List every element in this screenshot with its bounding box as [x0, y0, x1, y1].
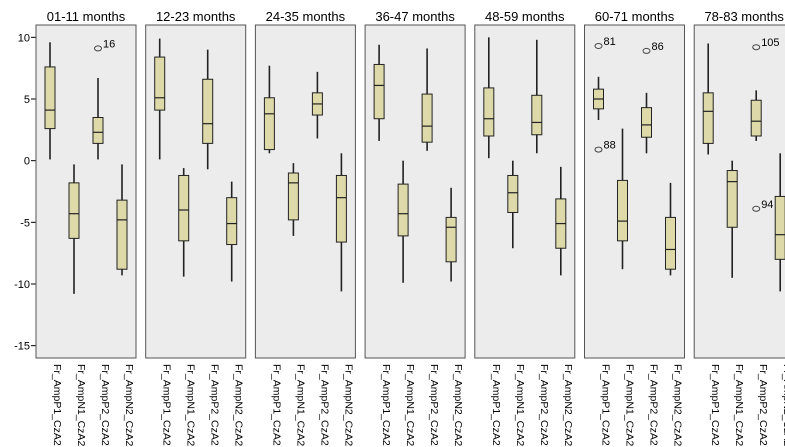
x-tick-label: Fr_AmpN2_CzA2	[342, 364, 354, 446]
outlier-point	[752, 205, 761, 212]
box	[116, 199, 128, 270]
panel-title: 78-83 months	[704, 9, 784, 24]
x-tick-label: Fr_AmpP2_CzA2	[209, 364, 221, 446]
panel-background	[693, 24, 785, 359]
x-tick-label: Fr_AmpP1_CzA2	[51, 364, 63, 446]
x-tick-label: Fr_AmpN2_CzA2	[123, 364, 135, 446]
x-tick-label: Fr_AmpP2_CzA2	[99, 364, 111, 446]
x-tick-label: Fr_AmpN2_CzA2	[562, 364, 574, 446]
x-tick-label: Fr_AmpN2_CzA2	[452, 364, 464, 446]
x-tick-label: Fr_AmpP1_CzA2	[380, 364, 392, 446]
y-tick-label: -5	[20, 217, 30, 229]
box	[68, 182, 80, 239]
x-tick-label: Fr_AmpN1_CzA2	[733, 364, 745, 446]
outlier-point	[752, 44, 761, 51]
panel-title: 60-71 months	[595, 9, 675, 24]
outlier-point	[642, 47, 651, 54]
panel-title: 24-35 months	[266, 9, 346, 24]
x-tick-label: Fr_AmpN1_CzA2	[404, 364, 416, 446]
y-tick-label: -10	[14, 279, 30, 291]
box	[154, 56, 166, 111]
box	[774, 195, 785, 260]
box	[445, 216, 457, 263]
x-tick-label: Fr_AmpN2_CzA2	[672, 364, 684, 446]
panel-background	[474, 24, 576, 359]
outlier-point	[594, 146, 603, 153]
y-tick-label: 5	[24, 94, 30, 106]
outlier-label: 94	[761, 199, 773, 211]
box	[287, 172, 299, 221]
x-tick-label: Fr_AmpN1_CzA2	[294, 364, 306, 446]
box	[750, 99, 762, 137]
y-tick-label: 10	[18, 32, 30, 44]
x-tick-label: Fr_AmpP1_CzA2	[709, 364, 721, 446]
x-tick-label: Fr_AmpP2_CzA2	[538, 364, 550, 446]
box	[373, 63, 385, 120]
box	[483, 87, 495, 137]
x-tick-label: Fr_AmpN1_CzA2	[75, 364, 87, 446]
box	[263, 97, 275, 151]
box	[421, 93, 433, 143]
panel-background	[584, 24, 685, 359]
panel-title: 36-47 months	[375, 9, 455, 24]
outlier-label: 105	[761, 37, 779, 49]
panel-title: 12-23 months	[156, 9, 236, 24]
x-tick-label: Fr_AmpP2_CzA2	[428, 364, 440, 446]
x-tick-label: Fr_AmpP1_CzA2	[161, 364, 173, 446]
x-tick-label: Fr_AmpP1_CzA2	[490, 364, 502, 446]
box	[617, 179, 628, 242]
box	[641, 107, 652, 138]
x-tick-label: Fr_AmpP2_CzA2	[757, 364, 769, 446]
box	[531, 94, 543, 136]
x-tick-label: Fr_AmpN1_CzA2	[624, 364, 636, 446]
outlier-label: 81	[604, 36, 616, 48]
x-tick-label: Fr_AmpP1_CzA2	[600, 364, 612, 446]
box	[702, 92, 714, 144]
outlier-label: 86	[652, 41, 664, 53]
x-tick-label: Fr_AmpP2_CzA2	[648, 364, 660, 446]
box	[202, 78, 214, 144]
x-tick-label: Fr_AmpP1_CzA2	[270, 364, 282, 446]
box	[335, 174, 347, 243]
box	[226, 197, 238, 246]
box	[92, 117, 104, 144]
outlier-label: 88	[604, 140, 616, 152]
box	[507, 174, 519, 213]
box	[178, 174, 190, 242]
box	[397, 183, 409, 237]
panel-title: 01-11 months	[47, 9, 126, 24]
outlier-point	[594, 42, 603, 49]
outlier-point	[94, 45, 102, 52]
outlier-label: 16	[103, 38, 115, 50]
panel-title: 48-59 months	[485, 9, 565, 24]
box	[665, 216, 676, 270]
y-tick-label: -15	[14, 341, 30, 353]
x-tick-label: Fr_AmpN1_CzA2	[185, 364, 197, 446]
x-tick-label: Fr_AmpN2_CzA2	[233, 364, 245, 446]
box	[726, 170, 738, 228]
x-tick-label: Fr_AmpN2_CzA2	[781, 364, 785, 446]
y-tick-label: 0	[24, 156, 30, 168]
x-tick-label: Fr_AmpN1_CzA2	[514, 364, 526, 446]
x-tick-label: Fr_AmpP2_CzA2	[318, 364, 330, 446]
box	[44, 66, 56, 130]
